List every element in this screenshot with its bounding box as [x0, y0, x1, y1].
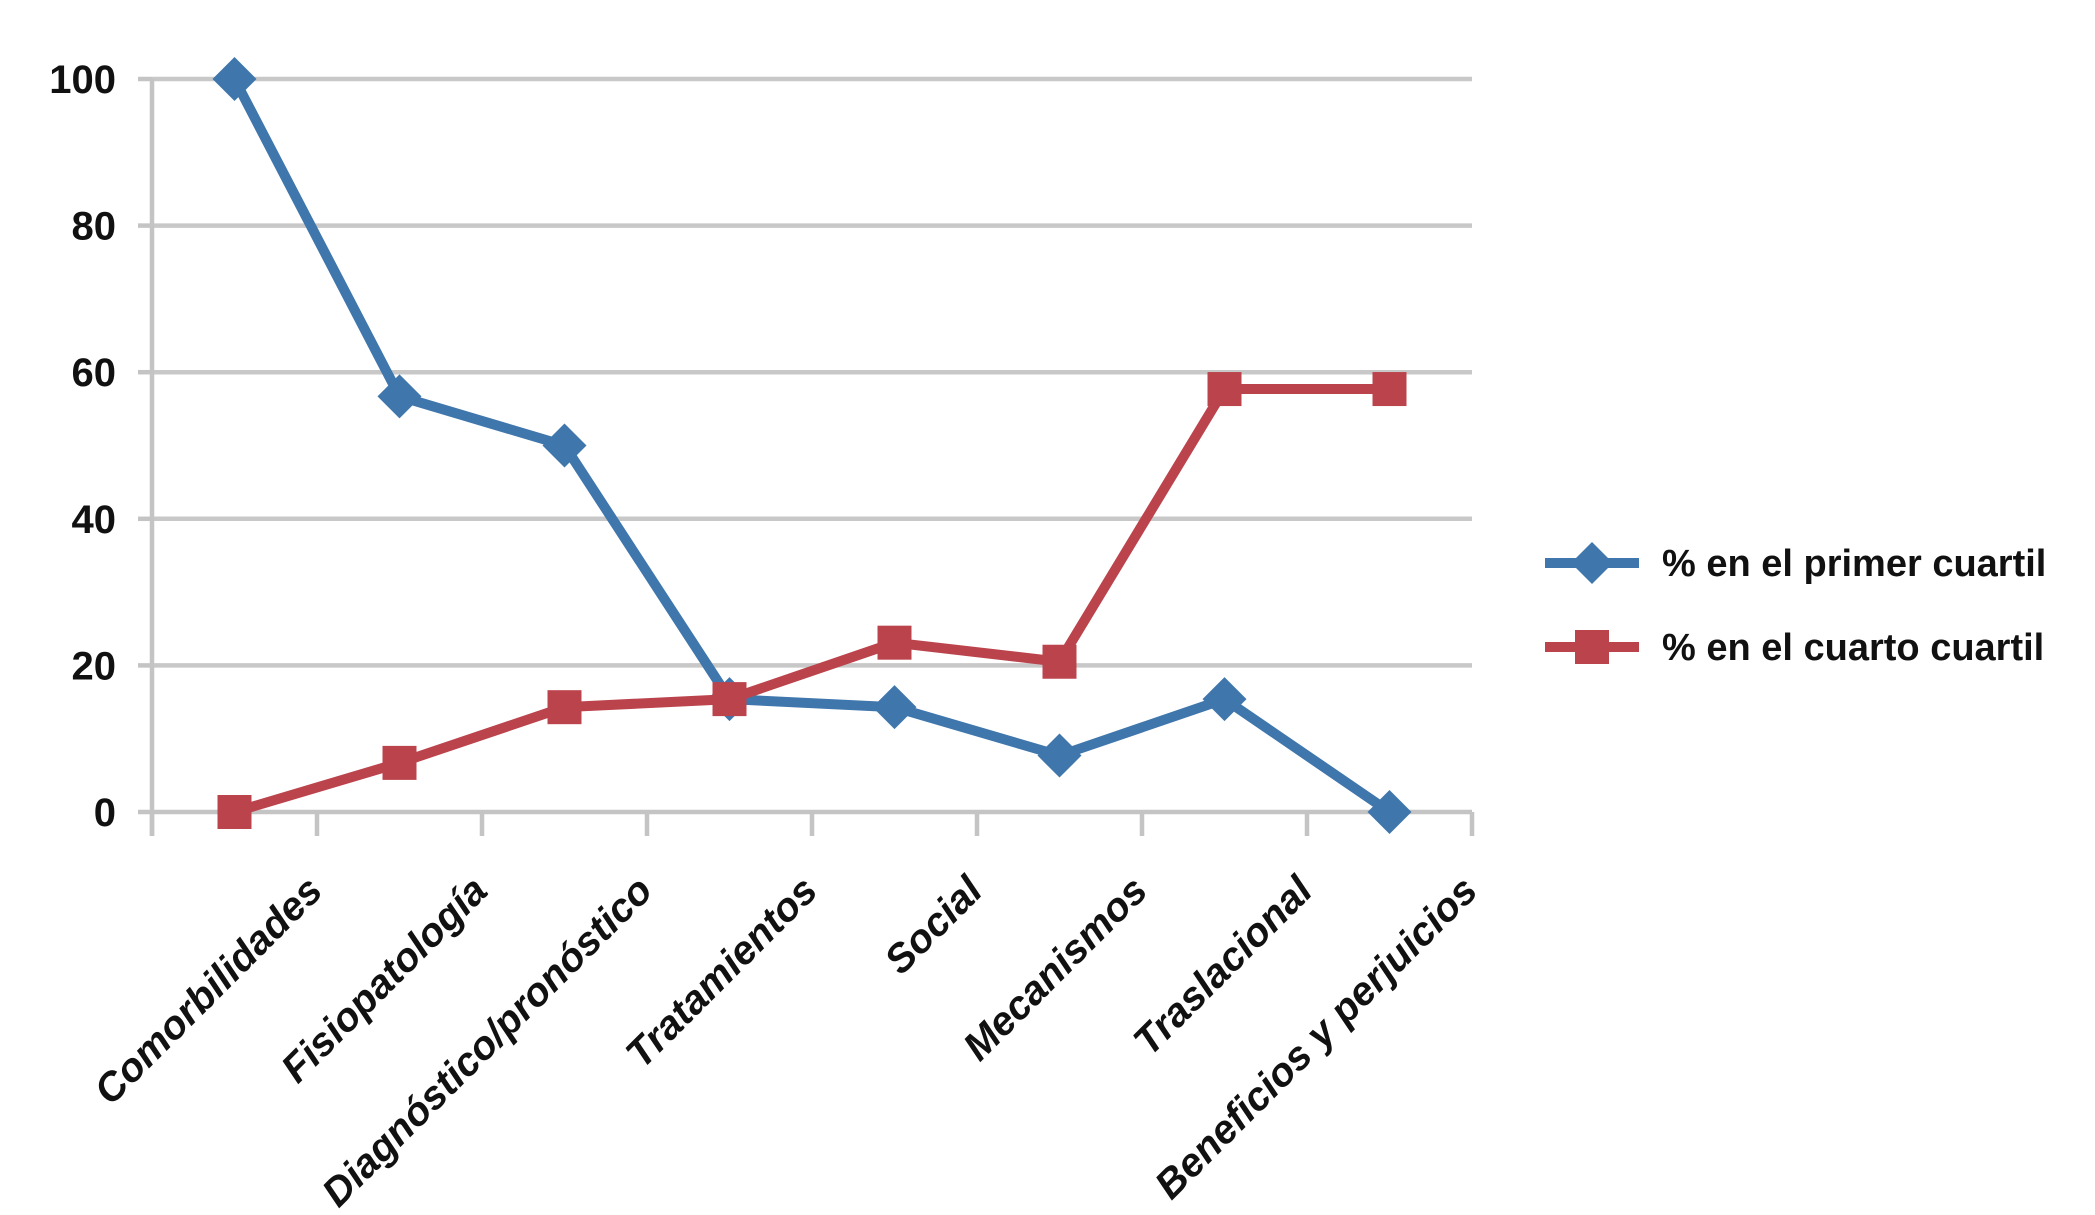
diamond-marker [542, 423, 587, 468]
legend-label: % en el primer cuartil [1662, 543, 2046, 585]
legend-diamond-icon [1571, 542, 1613, 584]
square-marker [1372, 372, 1407, 407]
y-axis-tick-label: 100 [49, 58, 116, 102]
diamond-marker [1367, 790, 1412, 834]
series-line-cuarto-cuartil [233, 384, 1390, 817]
x-axis-category-label: Beneficios y perjuicios [1147, 868, 1486, 1207]
y-axis-tick-label: 60 [72, 351, 117, 395]
square-marker [217, 795, 252, 829]
y-axis-tick-label: 80 [72, 205, 117, 249]
square-marker [547, 690, 582, 725]
square-marker [1207, 372, 1242, 407]
x-axis-category-label: Social [876, 868, 991, 983]
square-marker [877, 625, 912, 660]
x-axis-category-label: Diagnóstico/pronóstico [314, 868, 661, 1215]
diamond-marker [872, 685, 917, 730]
square-marker [1042, 644, 1077, 679]
diamond-marker [1202, 677, 1247, 722]
series-line-primer-cuartil [230, 76, 1393, 817]
legend-label: % en el cuarto cuartil [1662, 627, 2044, 669]
y-axis-tick-label: 0 [94, 791, 116, 835]
square-marker [382, 745, 417, 780]
y-axis-tick-label: 20 [72, 644, 117, 688]
legend-square-icon [1575, 630, 1609, 664]
square-marker [712, 682, 747, 717]
diamond-marker [377, 374, 422, 419]
diamond-marker [1037, 733, 1082, 778]
y-axis-tick-label: 40 [72, 498, 117, 542]
diamond-marker [212, 57, 257, 101]
